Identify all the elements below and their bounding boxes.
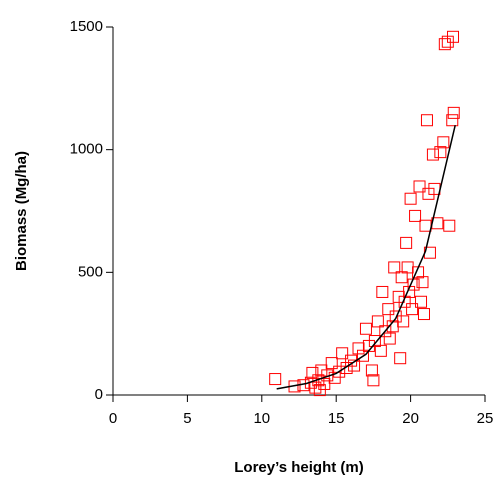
- scatter-point: [352, 342, 365, 355]
- scatter-point: [309, 381, 322, 394]
- scatter-point: [417, 308, 430, 321]
- x-tick-label: 20: [402, 410, 419, 427]
- scatter-point: [321, 369, 334, 382]
- scatter-point: [371, 315, 384, 328]
- scatter-point: [404, 192, 417, 205]
- scatter-point: [336, 347, 349, 360]
- x-axis-title: Lorey’s height (m): [234, 459, 363, 476]
- y-axis-title: Biomass (Mg/ha): [13, 151, 30, 271]
- y-tick-label: 1000: [70, 141, 103, 158]
- scatter-point: [434, 146, 447, 159]
- scatter-point: [415, 295, 428, 308]
- scatter-point: [438, 38, 451, 51]
- scatter-point: [420, 114, 433, 127]
- scatter-point: [413, 180, 426, 193]
- x-tick-label: 10: [253, 410, 270, 427]
- scatter-point: [400, 236, 413, 249]
- x-tick-label: 0: [109, 410, 117, 427]
- scatter-point: [376, 285, 389, 298]
- scatter-point: [325, 357, 338, 370]
- scatter-point: [367, 374, 380, 387]
- scatter-point: [443, 219, 456, 232]
- x-tick-label: 5: [183, 410, 191, 427]
- scatter-point: [447, 106, 460, 119]
- scatter-point: [374, 344, 387, 357]
- scatter-point: [394, 352, 407, 365]
- scatter-point: [389, 310, 402, 323]
- y-tick-label: 500: [78, 263, 103, 280]
- scatter-point: [409, 209, 422, 222]
- scatter-point: [426, 148, 439, 161]
- scatter-point: [388, 261, 401, 274]
- scatter-point: [340, 362, 353, 375]
- scatter-point: [416, 276, 429, 289]
- scatter-point: [446, 114, 459, 127]
- scatter-point: [269, 373, 282, 386]
- scatter-point: [359, 322, 372, 335]
- scatter-point: [386, 320, 399, 333]
- y-tick-label: 1500: [70, 18, 103, 35]
- scatter-point: [383, 332, 396, 345]
- scatter-point: [398, 295, 411, 308]
- x-tick-label: 25: [477, 410, 494, 427]
- scatter-point: [365, 364, 378, 377]
- x-tick-label: 15: [328, 410, 345, 427]
- scatter-point: [313, 384, 326, 397]
- scatter-point: [397, 315, 410, 328]
- scatter-point: [382, 303, 395, 316]
- scatter-point: [419, 219, 432, 232]
- scatter-point: [318, 377, 331, 390]
- scatter-point: [401, 261, 414, 274]
- scatter-point: [328, 371, 341, 384]
- scatter-point: [379, 325, 392, 338]
- scatter-point: [447, 30, 460, 43]
- scatter-point: [406, 303, 419, 316]
- scatter-point: [304, 376, 317, 389]
- fit-line: [276, 124, 456, 390]
- scatter-point: [437, 136, 450, 149]
- y-tick-label: 0: [95, 386, 103, 403]
- scatter-point: [333, 365, 346, 378]
